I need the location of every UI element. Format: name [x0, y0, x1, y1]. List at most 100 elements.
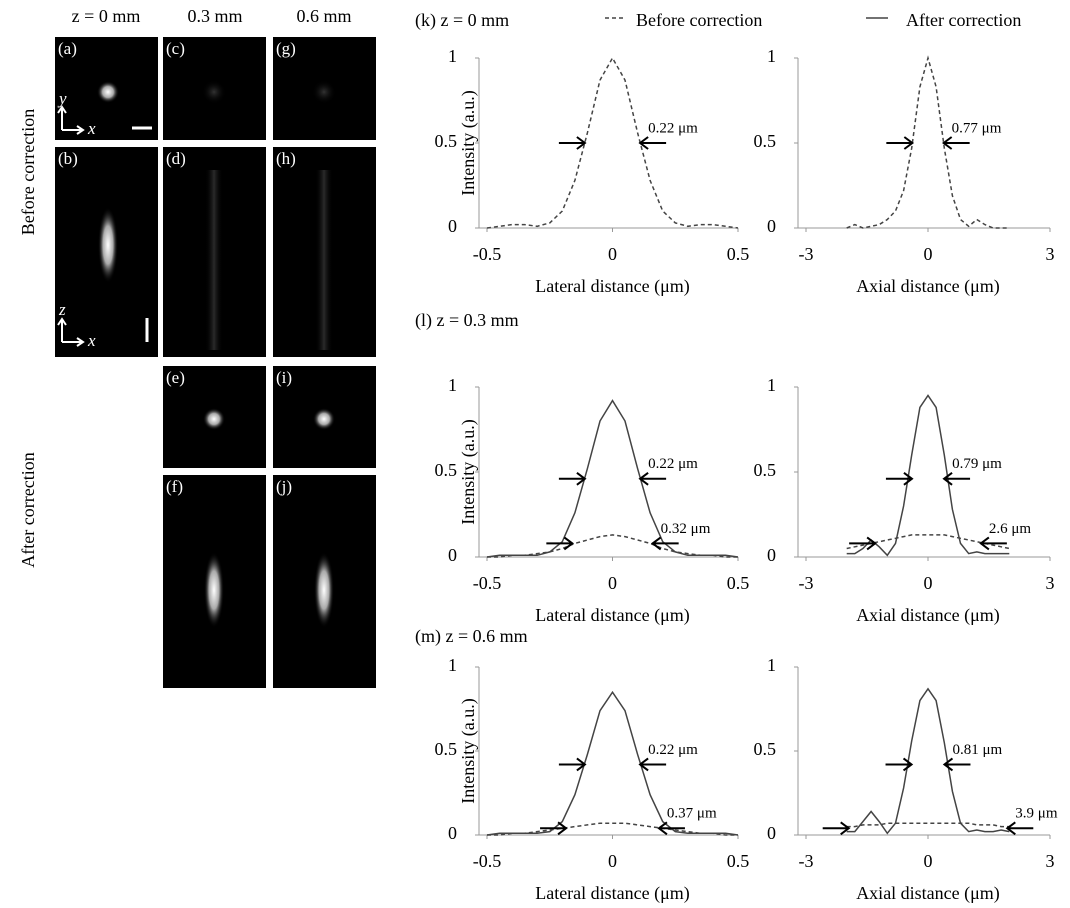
y-axis-label: Intensity (a.u.) — [458, 419, 479, 524]
series-line — [847, 689, 1010, 834]
panel-label: (e) — [166, 368, 185, 387]
panel-label: (i) — [276, 368, 292, 387]
axis-label: y — [57, 89, 67, 108]
panel-label: (b) — [58, 149, 78, 168]
figure: (a) (b) (c) (d) (e) (f) (g) (h) (i) (j) … — [0, 0, 1070, 908]
x-tick-label: 0 — [608, 573, 617, 593]
x-tick-label: 0 — [924, 851, 933, 871]
fwhm-arrows — [559, 137, 666, 149]
y-tick-label: 1 — [448, 375, 457, 395]
chart-title: (l) z = 0.3 mm — [415, 310, 519, 331]
psf-spot — [314, 552, 334, 628]
x-tick-label: -0.5 — [473, 573, 502, 593]
arrow — [981, 537, 1007, 549]
series-line — [487, 58, 738, 228]
fwhm-label: 0.22 μm — [648, 742, 698, 758]
fwhm-label: 3.9 μm — [1015, 806, 1058, 822]
arrow — [886, 137, 912, 149]
y-tick-label: 0.5 — [754, 460, 777, 480]
arrow — [653, 537, 679, 549]
x-tick-label: 0 — [608, 851, 617, 871]
arrow — [640, 137, 666, 149]
x-tick-label: -3 — [799, 573, 814, 593]
fwhm-label: 0.32 μm — [661, 521, 711, 537]
y-tick-label: 0.5 — [435, 460, 458, 480]
x-tick-label: 0 — [608, 244, 617, 264]
arrow — [559, 473, 585, 485]
legend: Before correction After correction — [605, 10, 1021, 30]
psf-spot — [204, 552, 224, 628]
axis-label: x — [87, 119, 96, 138]
fwhm-label: 0.22 μm — [648, 456, 698, 472]
fwhm-label: 0.81 μm — [952, 742, 1002, 758]
x-tick-label: -0.5 — [473, 851, 502, 871]
arrow — [640, 473, 666, 485]
row-label: Before correction — [18, 109, 38, 235]
x-tick-label: 0 — [924, 573, 933, 593]
psf-spot — [315, 170, 333, 350]
panel-label: (a) — [58, 39, 77, 58]
fwhm-label: 0.77 μm — [952, 120, 1002, 136]
x-tick-label: -3 — [799, 851, 814, 871]
y-tick-label: 0.5 — [435, 739, 458, 759]
arrow — [823, 822, 849, 834]
panel-label: (j) — [276, 477, 292, 496]
psf-spot — [97, 81, 119, 103]
fwhm-arrows — [849, 537, 1007, 549]
fwhm-arrows — [886, 137, 969, 149]
x-tick-label: 0 — [924, 244, 933, 264]
panel-label: (c) — [166, 39, 185, 58]
image-panels: (a) (b) (c) (d) (e) (f) (g) (h) (i) (j) … — [18, 6, 376, 688]
legend-label: After correction — [906, 10, 1021, 30]
x-axis-label: Axial distance (μm) — [856, 883, 1000, 904]
x-tick-label: 3 — [1046, 851, 1055, 871]
x-axis-label: Lateral distance (μm) — [535, 883, 690, 904]
y-tick-label: 0.5 — [754, 131, 777, 151]
column-header: z = 0 mm — [72, 6, 141, 26]
x-tick-label: 0.5 — [727, 573, 750, 593]
y-tick-label: 0 — [767, 823, 776, 843]
psf-spot — [203, 408, 225, 430]
psf-spot — [313, 408, 335, 430]
y-tick-label: 0 — [448, 216, 457, 236]
psf-spot — [205, 170, 223, 350]
x-tick-label: -3 — [799, 244, 814, 264]
y-tick-label: 0 — [767, 216, 776, 236]
y-tick-label: 1 — [767, 655, 776, 675]
series-line — [487, 535, 738, 557]
fwhm-arrows — [559, 473, 666, 485]
y-tick-label: 0 — [767, 545, 776, 565]
arrow — [546, 537, 572, 549]
series-line — [847, 823, 1010, 826]
y-tick-label: 1 — [448, 46, 457, 66]
x-axis-label: Lateral distance (μm) — [535, 276, 690, 297]
column-header: 0.3 mm — [187, 6, 242, 26]
panel-label: (h) — [276, 149, 296, 168]
fwhm-arrows — [546, 537, 678, 549]
x-tick-label: 3 — [1046, 573, 1055, 593]
fwhm-arrows — [559, 758, 666, 770]
psf-spot — [312, 80, 336, 104]
fwhm-arrows — [823, 822, 1034, 834]
axis-label: z — [58, 300, 66, 319]
fwhm-arrows — [886, 473, 970, 485]
series-line — [847, 58, 1010, 228]
arrow — [559, 758, 585, 770]
panel-label: (g) — [276, 39, 296, 58]
arrow — [1007, 822, 1033, 834]
y-tick-label: 1 — [767, 375, 776, 395]
x-axis-label: Lateral distance (μm) — [535, 605, 690, 626]
fwhm-label: 2.6 μm — [989, 521, 1032, 537]
x-tick-label: 0.5 — [727, 851, 750, 871]
y-tick-label: 0 — [448, 823, 457, 843]
legend-label: Before correction — [636, 10, 762, 30]
x-tick-label: 0.5 — [727, 244, 750, 264]
fwhm-label: 0.37 μm — [667, 806, 717, 822]
y-tick-label: 0.5 — [754, 739, 777, 759]
psf-spot — [98, 207, 118, 283]
y-tick-label: 0.5 — [435, 131, 458, 151]
y-axis-label: Intensity (a.u.) — [458, 90, 479, 195]
series-line — [847, 396, 1010, 556]
y-tick-label: 0 — [448, 545, 457, 565]
fwhm-label: 0.22 μm — [648, 120, 698, 136]
